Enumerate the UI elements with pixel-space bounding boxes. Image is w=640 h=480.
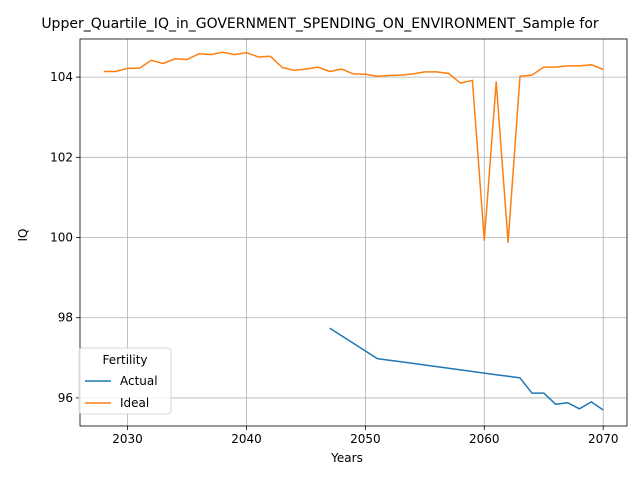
legend-title: Fertility [102, 353, 147, 367]
plot-area: 2030 2040 2050 2060 2070 96 98 100 102 104 Fertili… [50, 38, 628, 446]
y-axis-label: IQ [16, 229, 30, 242]
series-line-actual [329, 327, 604, 411]
series-line-ideal [103, 51, 604, 244]
y-tick-label: 96 [58, 391, 73, 405]
legend-label-actual: Actual [120, 374, 158, 388]
x-tick-label: 2070 [588, 432, 619, 446]
x-tick-label: 2030 [112, 432, 143, 446]
y-tick-label: 104 [50, 70, 73, 84]
y-tick-label: 98 [58, 311, 73, 325]
x-tick-label: 2040 [231, 432, 262, 446]
y-tick-label: 100 [50, 231, 73, 245]
legend-box [78, 347, 172, 415]
y-tick-label: 102 [50, 150, 73, 164]
x-axis-label: Years [330, 451, 363, 465]
chart-title: Upper_Quartile_IQ_in_GOVERNMENT_SPENDING… [41, 16, 599, 32]
axes-frame [79, 38, 628, 427]
legend-label-ideal: Ideal [120, 396, 149, 410]
x-tick-label: 2060 [469, 432, 500, 446]
legend: Fertility Actual Ideal [78, 347, 172, 415]
x-tick-label: 2050 [350, 432, 381, 446]
